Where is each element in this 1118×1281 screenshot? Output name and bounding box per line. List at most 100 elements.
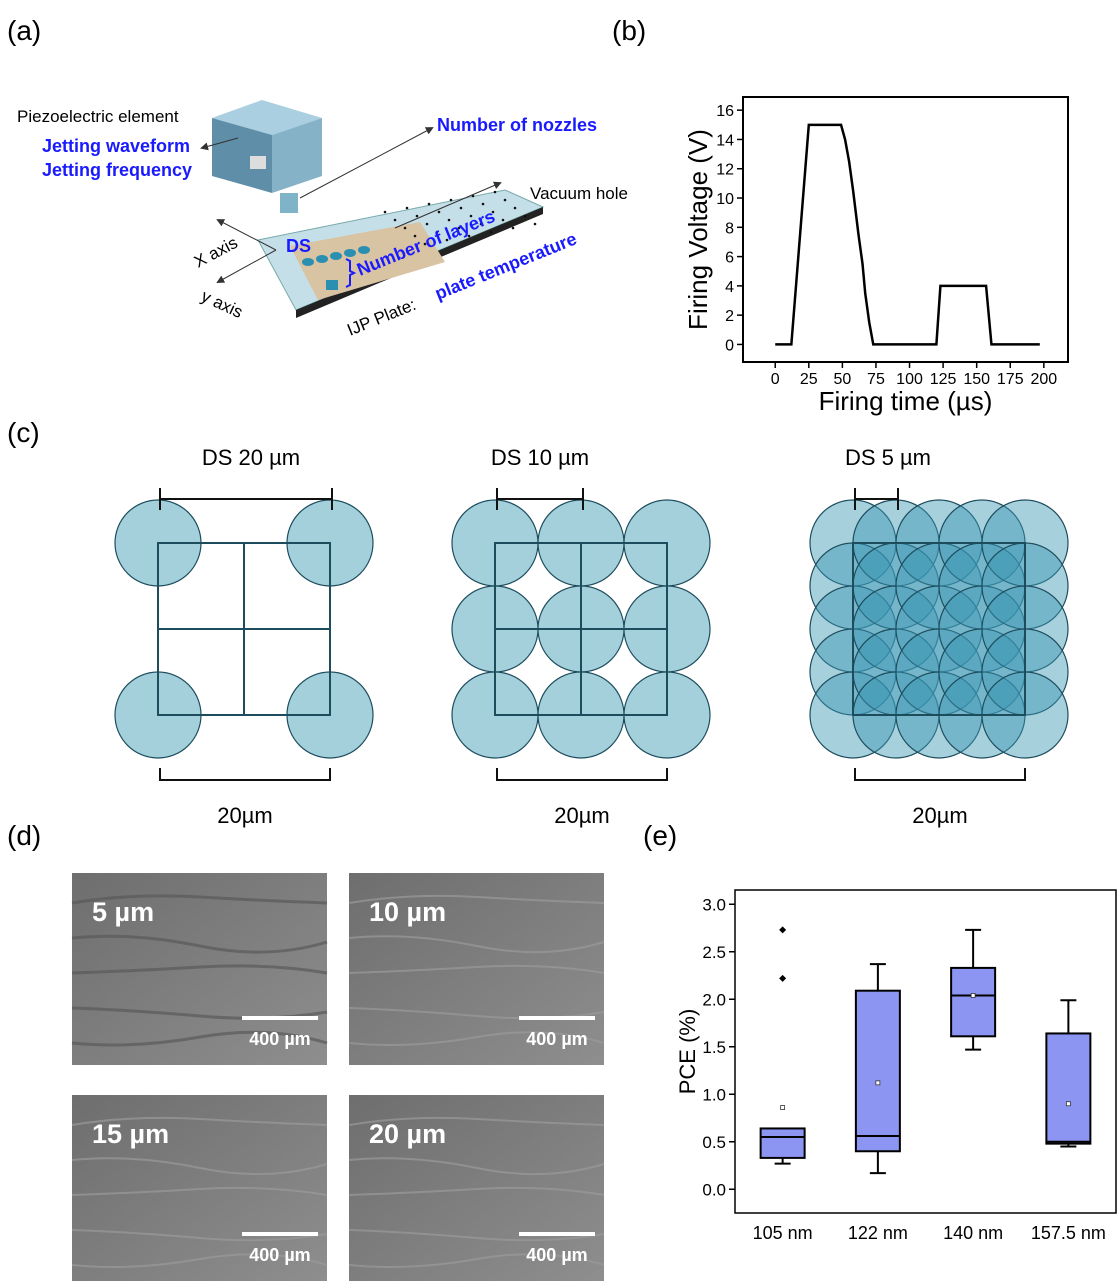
width-label: 20µm <box>217 803 272 828</box>
texture <box>71 934 328 954</box>
y-tick-label: 8 <box>725 220 734 237</box>
mean <box>970 993 976 998</box>
panel-label: (a) <box>7 15 41 46</box>
y-tick-label: 14 <box>716 132 734 149</box>
mean <box>1065 1101 1071 1107</box>
vacuum-hole <box>437 210 441 214</box>
vacuum-hole <box>469 214 473 218</box>
label: Vacuum hole <box>530 184 628 203</box>
ds-title: DS 10 µm <box>491 445 589 470</box>
vacuum-hole <box>523 214 527 218</box>
width-label: 20µm <box>912 803 967 828</box>
vacuum-hole <box>447 218 451 222</box>
panel-label: (c) <box>7 417 40 448</box>
x-tick-label: 175 <box>997 371 1024 388</box>
y-tick-label: 3.0 <box>702 895 726 914</box>
outlier <box>779 974 787 982</box>
vacuum-hole <box>493 190 497 194</box>
x-tick-label: 200 <box>1030 371 1057 388</box>
micrograph <box>72 1095 327 1281</box>
mean <box>875 1080 881 1086</box>
label: DS <box>286 236 311 256</box>
y-tick-label: 4 <box>725 279 734 296</box>
vacuum-hole <box>425 222 429 226</box>
texture <box>348 1031 605 1046</box>
vacuum-hole <box>405 206 409 210</box>
vacuum-hole <box>479 222 483 226</box>
y-axis-title: PCE (%) <box>675 1009 700 1095</box>
drop <box>344 249 356 257</box>
texture <box>348 1116 605 1126</box>
x-tick-label: 122 nm <box>848 1223 908 1243</box>
x-tick-label: 50 <box>833 371 851 388</box>
scale-label: 400 µm <box>249 1029 310 1049</box>
vacuum-hole <box>489 230 493 234</box>
scale-label: 400 µm <box>249 1245 310 1265</box>
x-tick-label: 105 nm <box>753 1223 813 1243</box>
y-tick-label: 2.0 <box>702 990 726 1009</box>
plot-frame <box>742 96 1069 363</box>
box <box>950 966 997 1038</box>
waveform-line <box>775 123 1040 346</box>
panel-label: (d) <box>7 820 41 851</box>
texture <box>71 1030 328 1047</box>
y-tick-label: 1.5 <box>702 1038 726 1057</box>
spacing-bracket <box>854 488 899 510</box>
texture <box>348 1253 605 1268</box>
texture <box>71 894 328 905</box>
x-tick-label: 140 nm <box>943 1223 1003 1243</box>
texture <box>348 964 605 974</box>
y-tick-label: 6 <box>725 250 734 267</box>
texture <box>348 1186 605 1196</box>
vacuum-hole <box>413 234 417 238</box>
y-axis-title: Firing Voltage (V) <box>683 129 713 330</box>
y-tick-label: 2.5 <box>702 943 726 962</box>
label: Piezoelectric element <box>17 107 179 126</box>
vacuum-hole <box>457 226 461 230</box>
texture <box>71 1253 328 1268</box>
label: X axis <box>191 233 241 272</box>
vacuum-hole <box>503 198 507 202</box>
drop <box>302 258 314 266</box>
vacuum-hole <box>533 222 537 226</box>
scale-label: 400 µm <box>526 1245 587 1265</box>
spacing-bracket <box>159 488 333 510</box>
ds-title: DS 20 µm <box>202 445 300 470</box>
image-label: 20 µm <box>369 1119 446 1149</box>
vacuum-hole <box>449 198 453 202</box>
label: Jetting frequency <box>42 160 192 180</box>
y-tick-label: 12 <box>716 162 734 179</box>
vacuum-hole <box>383 210 387 214</box>
y-tick-label: 2 <box>725 308 734 325</box>
x-tick-label: 0 <box>771 371 780 388</box>
vacuum-hole <box>403 226 407 230</box>
texture <box>71 1229 328 1242</box>
width-label: 20µm <box>554 803 609 828</box>
plot-frame <box>734 889 1117 1214</box>
vacuum-hole <box>491 210 495 214</box>
scale-label: 400 µm <box>526 1029 587 1049</box>
y-tick-label: 10 <box>716 191 734 208</box>
image-label: 5 µm <box>92 897 154 927</box>
image-label: 10 µm <box>369 897 446 927</box>
label: Jetting waveform <box>42 136 190 156</box>
panel-label: (e) <box>643 820 677 851</box>
vacuum-hole <box>427 202 431 206</box>
label: Number of nozzles <box>437 115 597 135</box>
y-tick-label: 0.0 <box>702 1180 726 1199</box>
texture <box>71 1186 328 1196</box>
vacuum-hole <box>393 218 397 222</box>
texture <box>71 1157 328 1176</box>
vacuum-hole <box>415 214 419 218</box>
box <box>854 989 901 1153</box>
y-tick-label: 0 <box>725 337 734 354</box>
vacuum-hole <box>513 206 517 210</box>
texture <box>71 964 328 975</box>
mean <box>780 1105 786 1110</box>
ds-title: DS 5 µm <box>845 445 931 470</box>
width-bracket <box>496 768 668 781</box>
texture <box>348 1157 605 1176</box>
vacuum-hole <box>501 218 505 222</box>
vacuum-hole <box>467 234 471 238</box>
